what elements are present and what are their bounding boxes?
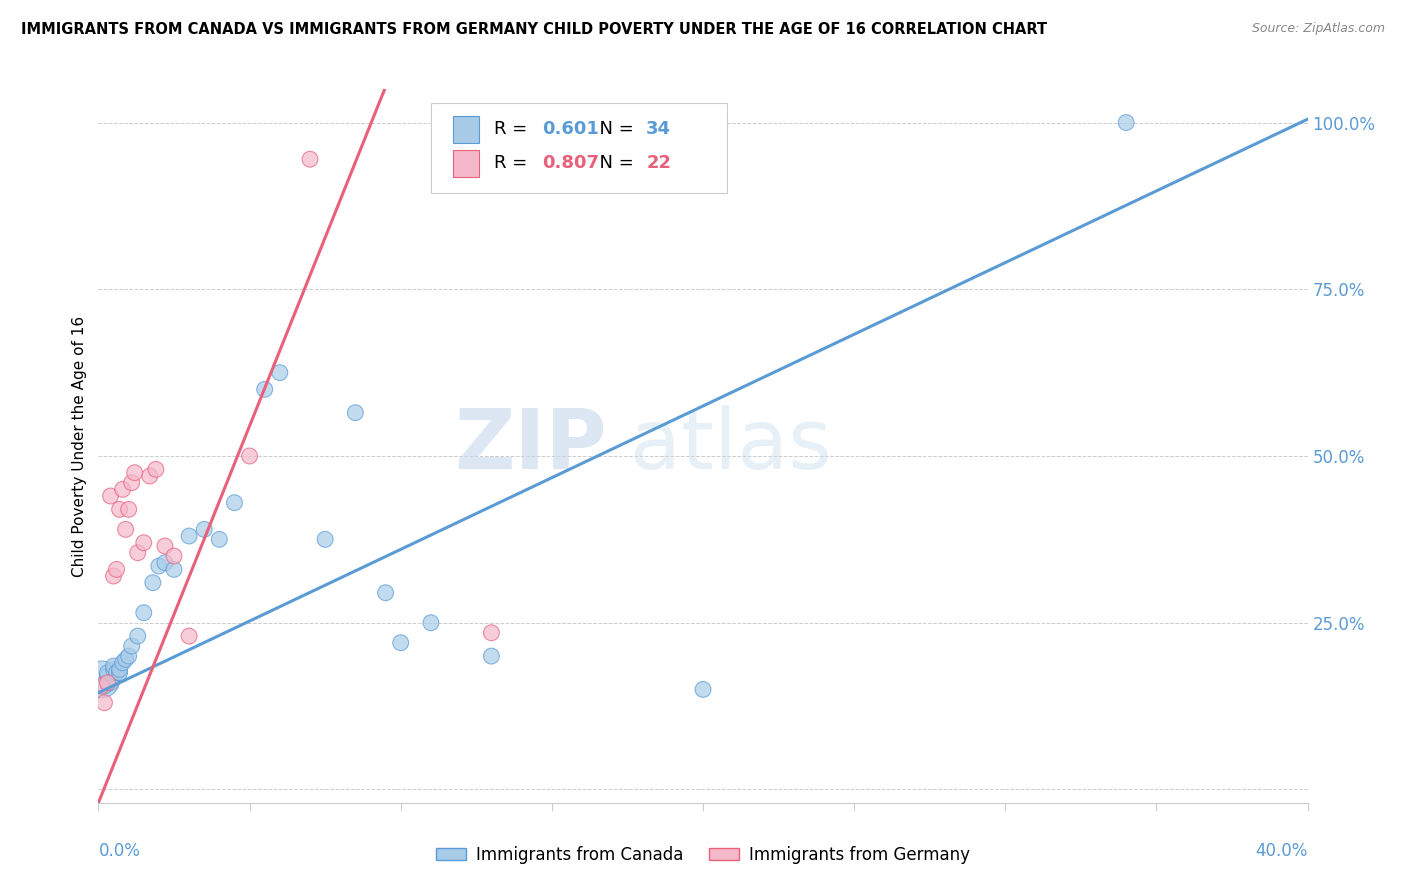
Point: [269, 366, 291, 380]
Point: [153, 539, 176, 553]
Point: [118, 502, 141, 516]
Text: 22: 22: [647, 154, 671, 172]
Point: [90, 673, 112, 687]
Text: Source: ZipAtlas.com: Source: ZipAtlas.com: [1251, 22, 1385, 36]
Point: [124, 466, 146, 480]
Point: [314, 533, 336, 547]
Point: [179, 629, 201, 643]
Text: R =: R =: [494, 154, 533, 172]
Point: [105, 562, 128, 576]
FancyBboxPatch shape: [432, 103, 727, 193]
Point: [100, 489, 122, 503]
Point: [179, 529, 201, 543]
Point: [111, 656, 134, 670]
Text: N =: N =: [588, 120, 640, 138]
Point: [108, 662, 131, 676]
Point: [127, 629, 149, 643]
Point: [163, 549, 186, 563]
Point: [103, 569, 125, 583]
Point: [108, 502, 131, 516]
Point: [153, 556, 176, 570]
Point: [139, 469, 162, 483]
Point: [344, 406, 367, 420]
Point: [118, 649, 141, 664]
Point: [208, 533, 231, 547]
Point: [121, 639, 143, 653]
Point: [111, 483, 134, 497]
Text: 40.0%: 40.0%: [1256, 842, 1308, 860]
Point: [121, 475, 143, 490]
Point: [420, 615, 443, 630]
Point: [105, 665, 128, 680]
Point: [93, 696, 115, 710]
Point: [145, 462, 167, 476]
Point: [127, 546, 149, 560]
Point: [100, 675, 122, 690]
Point: [103, 662, 125, 676]
Point: [132, 606, 155, 620]
Point: [114, 652, 136, 666]
Y-axis label: Child Poverty Under the Age of 16: Child Poverty Under the Age of 16: [72, 316, 87, 576]
Text: N =: N =: [588, 154, 640, 172]
Point: [96, 675, 118, 690]
Point: [692, 682, 714, 697]
Point: [114, 522, 136, 536]
FancyBboxPatch shape: [453, 150, 479, 177]
Point: [481, 649, 503, 664]
Point: [374, 585, 396, 599]
Point: [163, 562, 186, 576]
Text: 0.0%: 0.0%: [98, 842, 141, 860]
Point: [96, 665, 118, 680]
Point: [299, 153, 322, 167]
Point: [132, 535, 155, 549]
Text: 0.807: 0.807: [543, 154, 599, 172]
Text: 34: 34: [647, 120, 671, 138]
Text: 0.601: 0.601: [543, 120, 599, 138]
Point: [224, 496, 246, 510]
Point: [148, 559, 170, 574]
Point: [93, 679, 115, 693]
Point: [193, 522, 215, 536]
Point: [389, 636, 412, 650]
Point: [481, 625, 503, 640]
Text: IMMIGRANTS FROM CANADA VS IMMIGRANTS FROM GERMANY CHILD POVERTY UNDER THE AGE OF: IMMIGRANTS FROM CANADA VS IMMIGRANTS FRO…: [21, 22, 1047, 37]
FancyBboxPatch shape: [453, 116, 479, 143]
Point: [142, 575, 165, 590]
Legend: Immigrants from Canada, Immigrants from Germany: Immigrants from Canada, Immigrants from …: [430, 839, 976, 871]
Text: R =: R =: [494, 120, 533, 138]
Point: [90, 679, 112, 693]
Point: [253, 382, 276, 396]
Text: ZIP: ZIP: [454, 406, 606, 486]
Point: [96, 669, 118, 683]
Point: [239, 449, 262, 463]
Point: [1115, 115, 1137, 129]
Point: [103, 659, 125, 673]
Text: atlas: atlas: [630, 406, 832, 486]
Point: [108, 665, 131, 680]
